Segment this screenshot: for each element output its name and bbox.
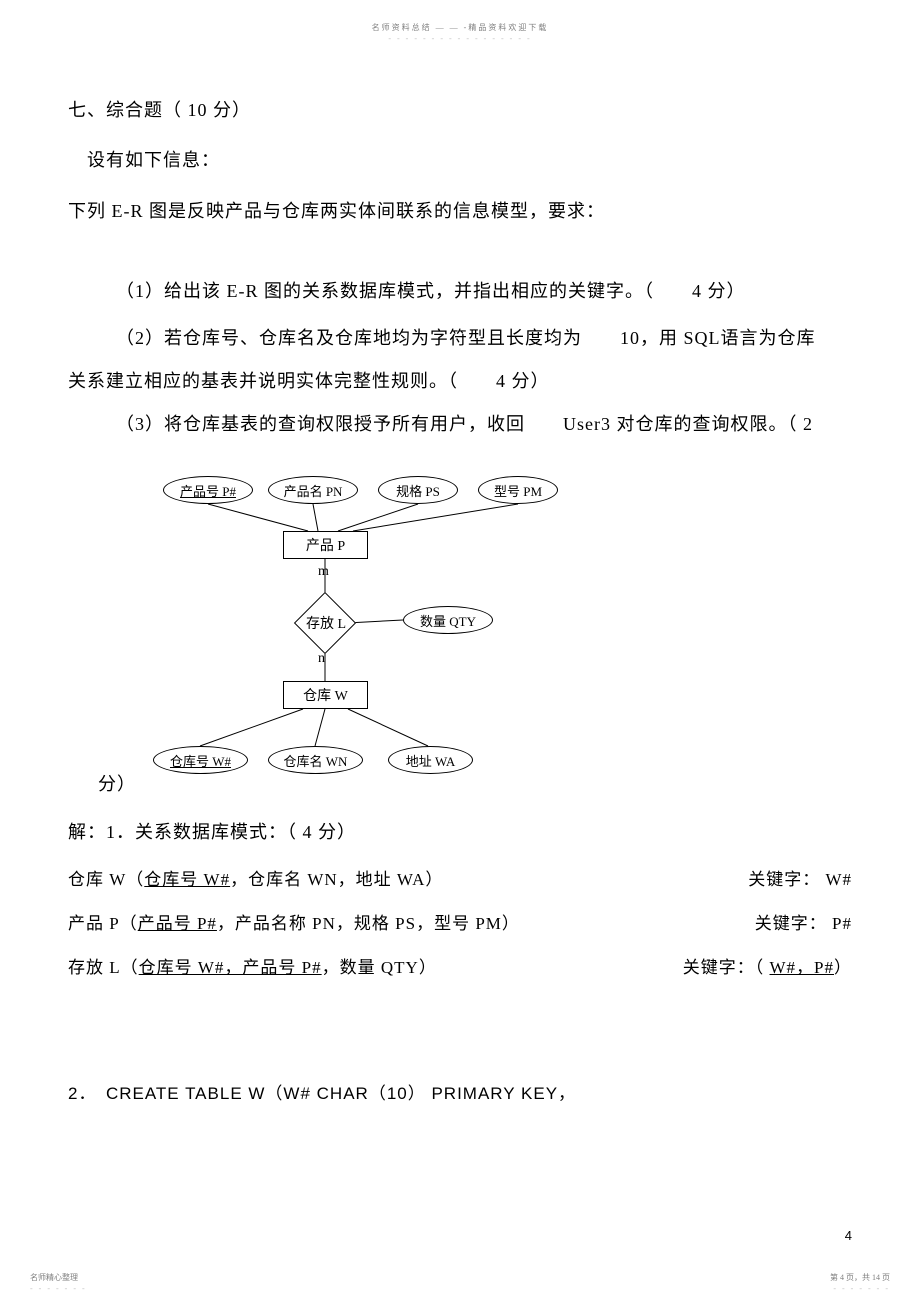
answer-row-warehouse: 仓库 W（仓库号 W#，仓库名 WN，地址 WA） 关键字： W# [68, 858, 852, 902]
footer-dashes-right: - - - - - - - [833, 1284, 890, 1293]
attr-product-id: 产品号 P# [163, 476, 253, 504]
document-content: 七、综合题（ 10 分） 设有如下信息： 下列 E-R 图是反映产品与仓库两实体… [68, 85, 852, 1118]
cardinality-m: m [318, 564, 329, 580]
question-2-line1: （2）若仓库号、仓库名及仓库地均为字符型且长度均为 10，用 SQL语言为仓库 [68, 317, 852, 360]
answer-keyword: 关键字： P# [715, 902, 852, 946]
entity-product: 产品 P [283, 531, 368, 559]
footer-left: 名师精心整理 [30, 1272, 78, 1283]
answer-row-store: 存放 L（仓库号 W#，产品号 P#，数量 QTY） 关键字：（ W#，P#） [68, 946, 852, 990]
answer-key: 仓库号 W# [144, 870, 230, 889]
answer-text: ，仓库名 WN，地址 WA） [230, 870, 443, 889]
answer-2-sql: 2． CREATE TABLE W（W# CHAR（10） PRIMARY KE… [68, 1070, 852, 1118]
footer-dashes-left: - - - - - - - [30, 1284, 87, 1293]
cardinality-n: n [318, 651, 325, 667]
answer-keyword-pre: 关键字：（ [683, 958, 770, 977]
question-2-line2: 关系建立相应的基表并说明实体完整性规则。（ 4 分） [68, 360, 852, 403]
answer-keyword-u: W#，P# [770, 958, 835, 977]
attr-warehouse-name: 仓库名 WN [268, 746, 363, 774]
intro-line-1: 设有如下信息： [68, 135, 852, 185]
page-number: 4 [845, 1228, 852, 1243]
header-text: 名师资料总结 — — -精品资料欢迎下载 [372, 22, 549, 33]
answer-text: 产品 P（ [68, 914, 138, 933]
answer-text: ，产品名称 PN，规格 PS，型号 PM） [217, 914, 520, 933]
relation-label: 存放 L [298, 611, 354, 635]
attr-product-name: 产品名 PN [268, 476, 358, 504]
answer-keyword-post: ） [834, 958, 852, 977]
attr-spec: 规格 PS [378, 476, 458, 504]
er-diagram: 产品号 P# 产品名 PN 规格 PS 型号 PM 产品 P m 存放 L 数量… [108, 456, 538, 801]
answer-text: 仓库 W（ [68, 870, 144, 889]
question-3: （3）将仓库基表的查询权限授予所有用户，收回 User3 对仓库的查询权限。（ … [68, 403, 852, 446]
attr-address: 地址 WA [388, 746, 473, 774]
header-dashes: - - - - - - - - - - - - - - - - - [388, 34, 531, 43]
section-title: 七、综合题（ 10 分） [68, 85, 852, 135]
entity-warehouse: 仓库 W [283, 681, 368, 709]
footer-right: 第 4 页，共 14 页 [830, 1272, 890, 1283]
answer-heading: 解：1．关系数据库模式：（ 4 分） [68, 807, 852, 857]
answer-row-product: 产品 P（产品号 P#，产品名称 PN，规格 PS，型号 PM） 关键字： P# [68, 902, 852, 946]
question-1: （1）给出该 E-R 图的关系数据库模式，并指出相应的关键字。（ 4 分） [68, 266, 852, 316]
attr-warehouse-id: 仓库号 W# [153, 746, 248, 774]
answer-keyword: 关键字： W# [708, 858, 852, 902]
answer-key: 产品号 P# [138, 914, 217, 933]
intro-line-2: 下列 E-R 图是反映产品与仓库两实体间联系的信息模型，要求： [68, 186, 852, 236]
attr-quantity: 数量 QTY [403, 606, 493, 634]
attr-model: 型号 PM [478, 476, 558, 504]
answer-text: 存放 L（ [68, 958, 139, 977]
answer-text: ，数量 QTY） [322, 958, 437, 977]
answer-key: 仓库号 W#，产品号 P# [139, 958, 322, 977]
